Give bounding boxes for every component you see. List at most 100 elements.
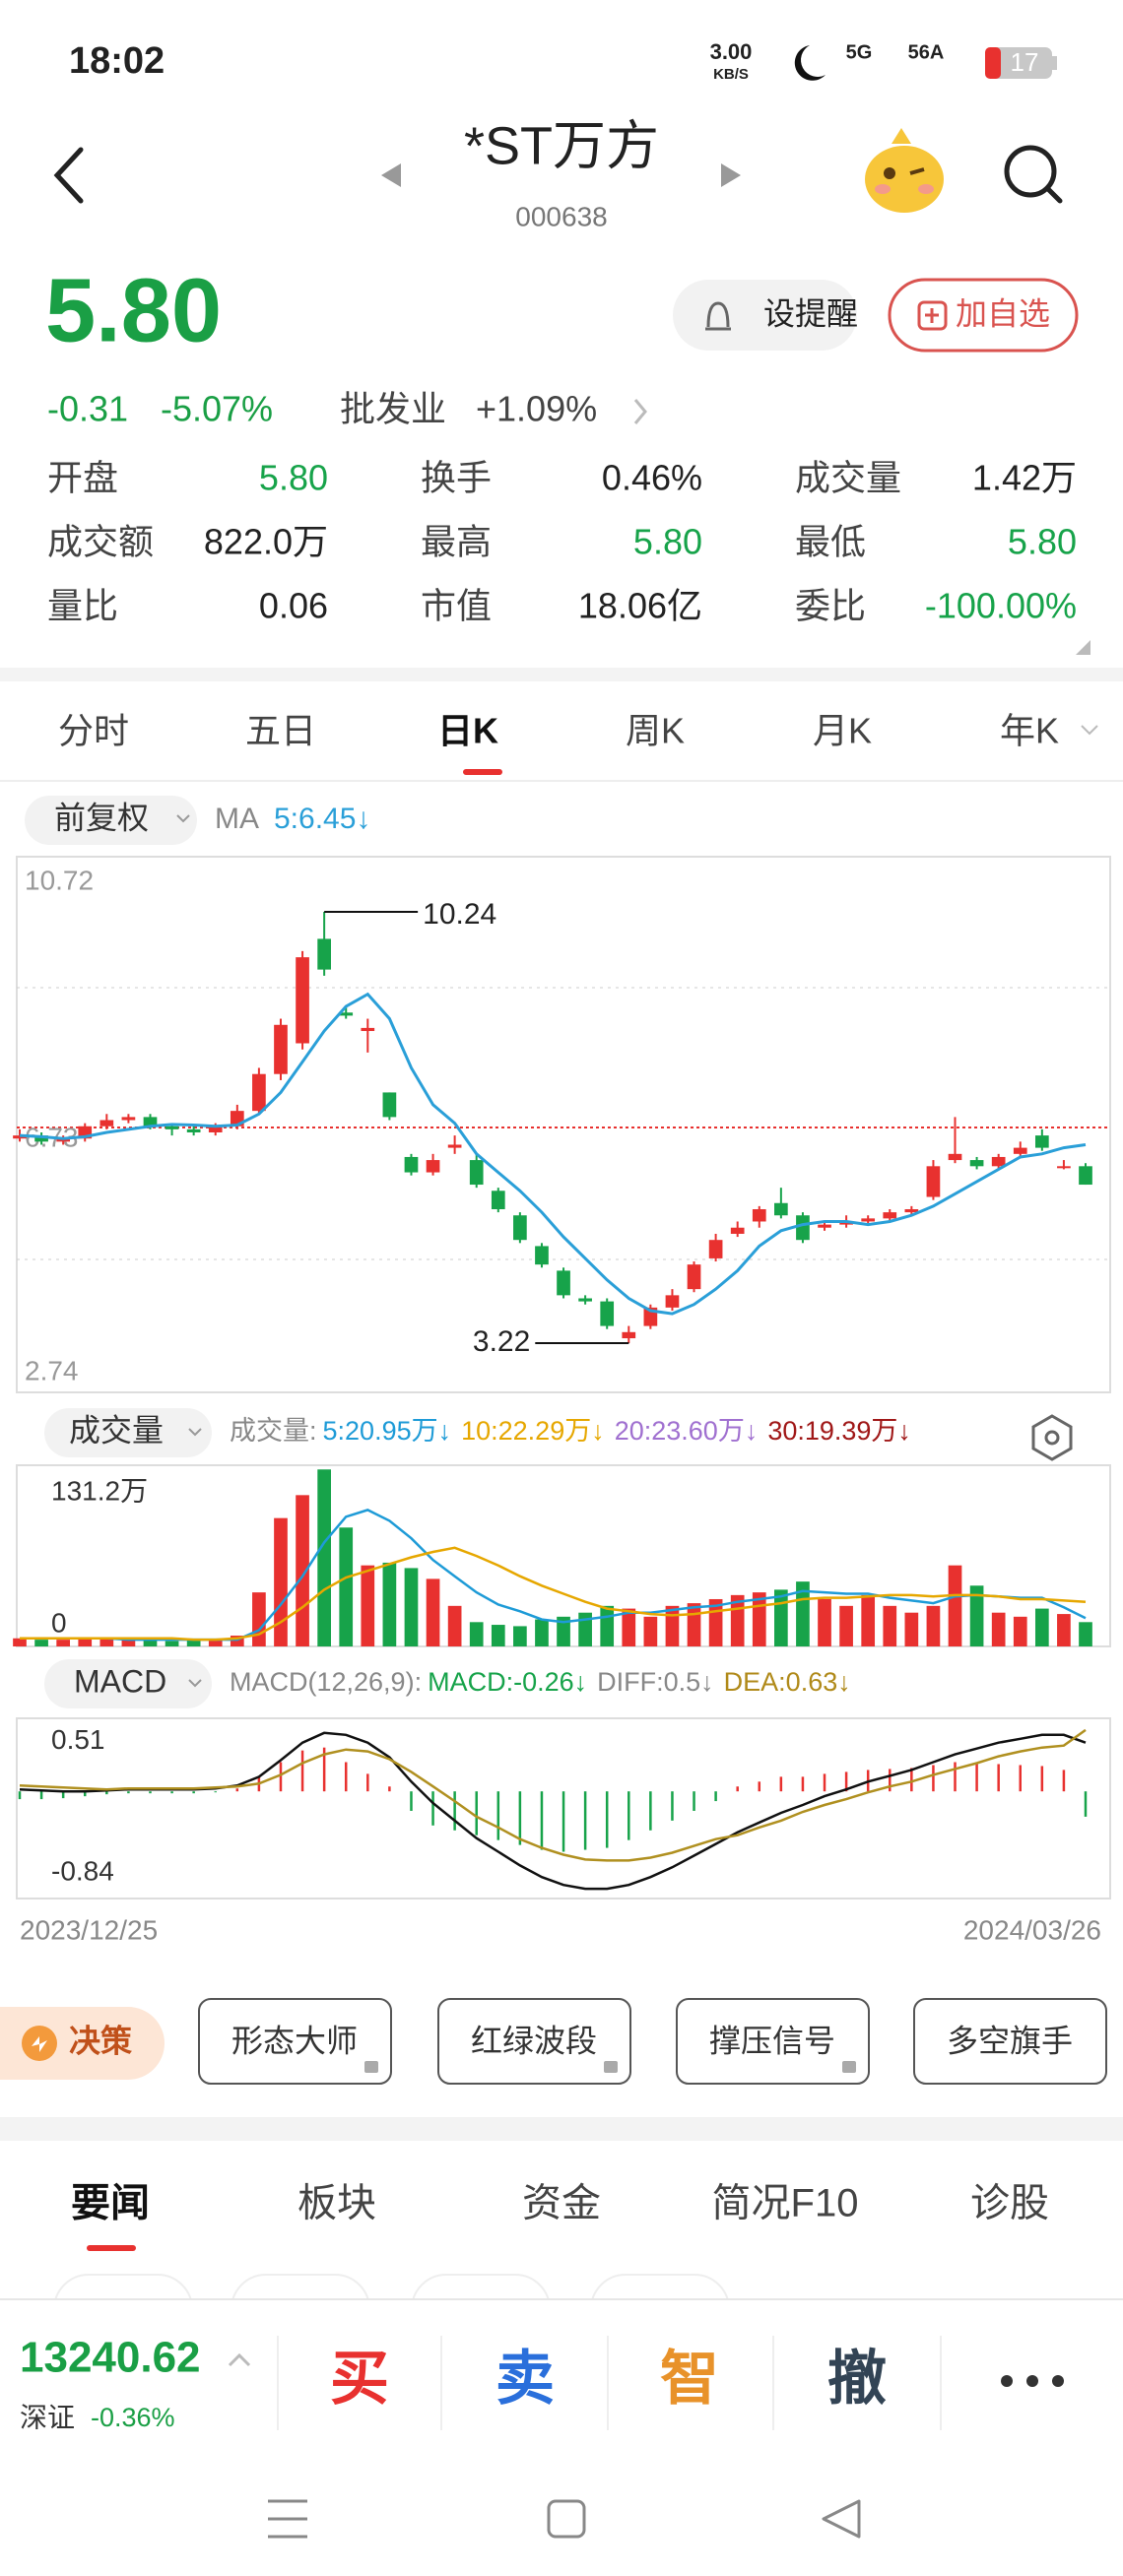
volume-bar [622, 1608, 636, 1646]
period-tab[interactable]: 年K [1000, 711, 1059, 751]
stat-value: 5.80 [633, 522, 702, 562]
ma-label: MA [215, 803, 259, 835]
pill-caret [188, 1679, 202, 1688]
news-underline [87, 2245, 136, 2251]
stat-label: 最低 [795, 522, 866, 562]
strategy-badge-text[interactable]: 决策 [69, 2023, 132, 2058]
candle-body [447, 1144, 462, 1148]
nav-back[interactable] [822, 2499, 861, 2539]
y-tick-label: 0.51 [51, 1724, 105, 1755]
macd-pill[interactable] [44, 1659, 212, 1708]
lock-icon [364, 2061, 378, 2073]
macd-line [19, 1728, 1087, 1862]
net-speed: 3.00 [710, 39, 753, 64]
candle-body [796, 1215, 810, 1241]
candle-body [839, 1221, 853, 1225]
stat-label: 市值 [421, 586, 492, 626]
strategy-button[interactable] [198, 1998, 392, 2085]
volume-bar [1034, 1608, 1049, 1646]
stat-label: 最高 [421, 522, 492, 562]
candle-body [818, 1224, 831, 1228]
prev-stock[interactable] [381, 163, 401, 187]
volume-bar [557, 1616, 570, 1646]
section-divider [0, 668, 1123, 681]
badge-bolt [32, 2036, 47, 2052]
candle-body [926, 1166, 941, 1197]
expand-corner[interactable] [1076, 640, 1090, 655]
trade-action[interactable]: 智 [660, 2346, 719, 2412]
period-tab[interactable]: 周K [626, 711, 685, 751]
volume-bar [78, 1638, 93, 1646]
adjust-pill[interactable] [25, 796, 197, 845]
news-tab[interactable]: 简况F10 [712, 2182, 859, 2225]
index-value[interactable]: 13240.62 [20, 2334, 201, 2382]
news-tab[interactable]: 诊股 [970, 2182, 1049, 2225]
year-tab-caret[interactable] [1081, 725, 1098, 736]
mascot[interactable] [865, 128, 944, 213]
candle-body [1079, 1166, 1092, 1186]
alert-button-bg[interactable] [673, 280, 857, 351]
watch-button-bg[interactable] [888, 278, 1079, 353]
period-tab[interactable]: 月K [813, 711, 872, 751]
volume-bar [361, 1565, 375, 1646]
volume-bar [426, 1578, 440, 1646]
back-button[interactable] [53, 147, 84, 204]
candle-body [1057, 1166, 1071, 1169]
next-stock[interactable] [721, 163, 741, 187]
candle-body [121, 1117, 136, 1121]
y-tick-label: 131.2万 [51, 1475, 148, 1506]
strategy-button-label[interactable]: 多空旗手 [947, 2023, 1073, 2058]
strategy-button-label[interactable]: 红绿波段 [471, 2023, 597, 2058]
nav-menu[interactable] [268, 2499, 307, 2539]
candle-body [730, 1227, 745, 1234]
strategy-button[interactable] [437, 1998, 631, 2085]
volume-bar [969, 1585, 984, 1646]
volume-bar [252, 1592, 266, 1646]
candle-body [665, 1295, 680, 1308]
candle-body [948, 1153, 962, 1161]
news-tab[interactable]: 要闻 [71, 2182, 150, 2225]
adjust-label[interactable]: 前复权 [54, 800, 149, 835]
alert-button[interactable]: 设提醒 [763, 295, 858, 331]
strategy-button-label[interactable]: 撑压信号 [709, 2023, 835, 2058]
candle-body [208, 1126, 223, 1132]
index-caret[interactable] [228, 2352, 251, 2367]
macd-params: MACD(12,26,9): [230, 1667, 422, 1697]
settings-icon[interactable] [1031, 1414, 1073, 1461]
nav-home[interactable] [547, 2499, 586, 2539]
more-button[interactable] [1001, 2375, 1064, 2387]
candle-body [557, 1270, 570, 1296]
volume-bar [143, 1640, 158, 1646]
trade-action[interactable]: 卖 [495, 2346, 555, 2412]
candle-body [904, 1209, 919, 1213]
period-tab[interactable]: 五日 [245, 711, 316, 751]
strategy-button[interactable] [913, 1998, 1107, 2085]
strategy-button[interactable] [676, 1998, 870, 2085]
volume-legend-prefix: 成交量: [230, 1416, 317, 1446]
battery-level [985, 47, 1001, 79]
trade-action[interactable]: 买 [330, 2346, 389, 2412]
trade-action[interactable]: 撤 [827, 2346, 887, 2412]
x-tick-label: 2023/12/25 [20, 1914, 158, 1945]
volume-bar [447, 1605, 462, 1646]
strategy-badge[interactable] [0, 2007, 165, 2080]
macd-label[interactable]: MACD [74, 1663, 166, 1699]
volume-pill[interactable] [44, 1408, 212, 1457]
volume-bar [535, 1619, 549, 1646]
industry-chevron[interactable] [633, 399, 647, 424]
search-button[interactable] [1004, 145, 1063, 204]
stat-value: 822.0万 [204, 522, 328, 562]
ma-line [19, 992, 1087, 1316]
candle-body [687, 1264, 701, 1290]
volume-ma-line [20, 1546, 1087, 1642]
industry-name[interactable]: 批发业 [340, 389, 446, 429]
period-tab[interactable]: 日K [437, 711, 498, 751]
period-tab[interactable]: 分时 [58, 711, 129, 751]
candle-body [774, 1202, 788, 1216]
volume-bar [274, 1517, 288, 1646]
news-tab[interactable]: 资金 [522, 2182, 601, 2225]
volume-label[interactable]: 成交量 [69, 1412, 164, 1448]
news-tab[interactable]: 板块 [297, 2182, 376, 2225]
strategy-button-label[interactable]: 形态大师 [231, 2023, 358, 2058]
watch-button[interactable]: 加自选 [956, 295, 1050, 331]
